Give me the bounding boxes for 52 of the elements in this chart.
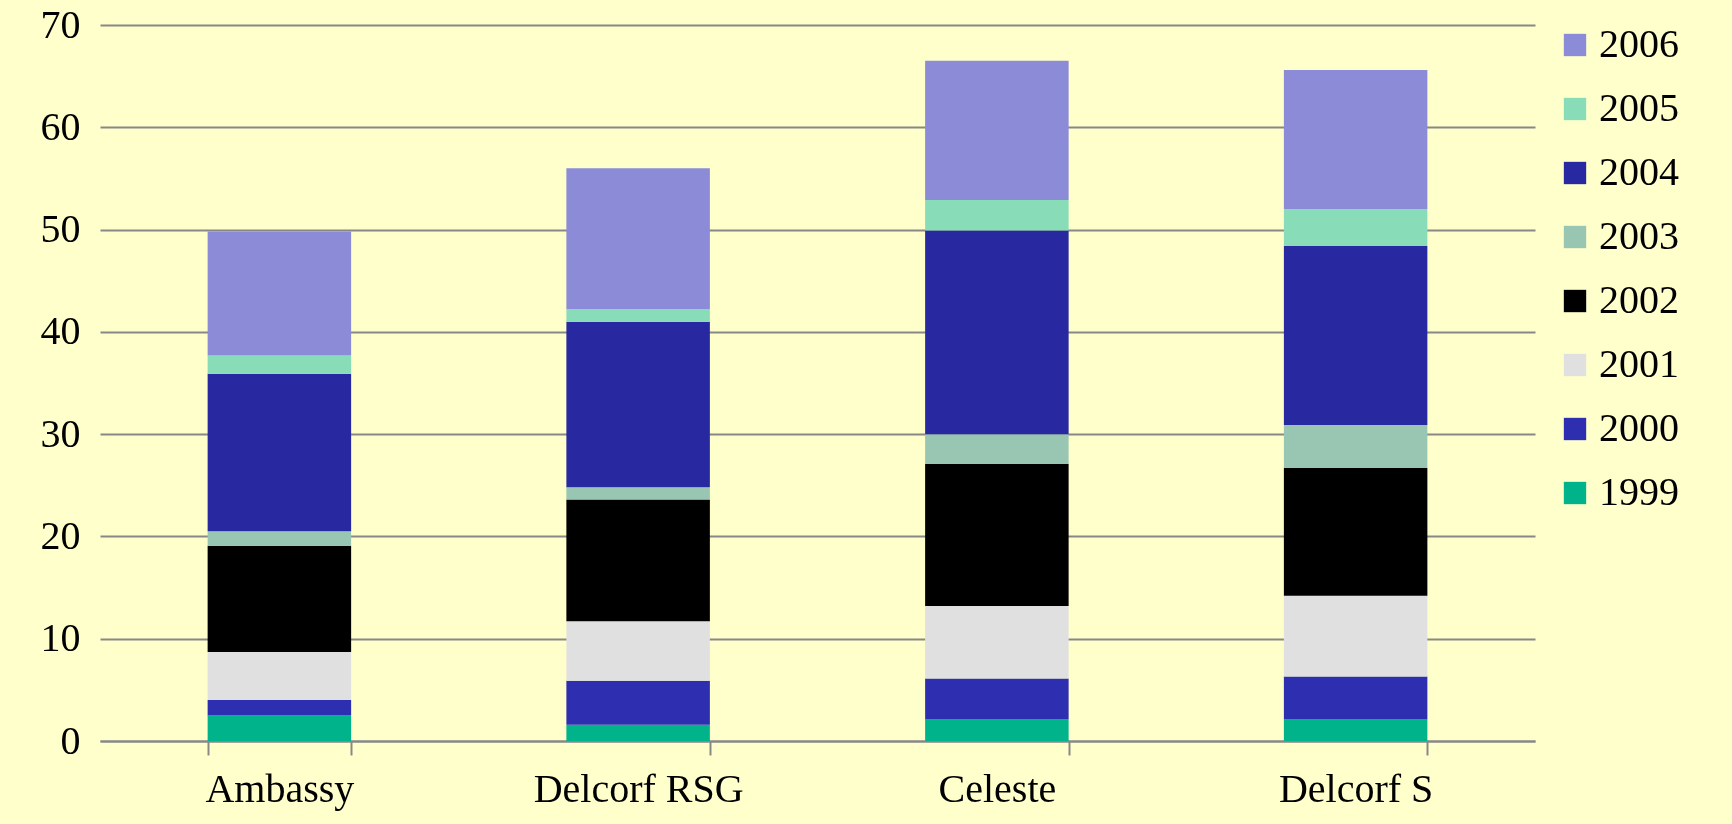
bar <box>566 621 710 681</box>
x-tick-label: Delcorf RSG <box>533 765 744 811</box>
legend-label: 2003 <box>1599 213 1679 258</box>
legend-label: 2004 <box>1599 149 1679 194</box>
bar <box>207 700 352 716</box>
legend-label: 2002 <box>1599 277 1679 322</box>
bar <box>1283 245 1428 425</box>
bar <box>925 434 1069 464</box>
legend-label: 2000 <box>1599 405 1679 450</box>
bar <box>925 60 1069 200</box>
legend-label: 2001 <box>1599 341 1679 386</box>
bar <box>207 373 352 532</box>
bar <box>207 652 352 701</box>
bar <box>207 715 352 741</box>
bar <box>925 678 1069 720</box>
y-tick-label: 60 <box>40 103 81 149</box>
x-tick-label: Delcorf S <box>1278 765 1434 811</box>
bar <box>207 231 352 356</box>
x-tick-label: Ambassy <box>205 765 355 811</box>
legend-label: 2005 <box>1599 85 1679 130</box>
legend-label: 2006 <box>1599 21 1679 66</box>
bar <box>566 680 710 725</box>
bar <box>925 463 1069 606</box>
x-tick-label: Celeste <box>938 765 1057 811</box>
y-tick-label: 40 <box>40 308 81 354</box>
y-tick-label: 20 <box>40 512 81 558</box>
bar <box>925 719 1069 741</box>
bar <box>207 531 352 546</box>
bar <box>207 545 352 653</box>
bar <box>566 499 710 622</box>
bar <box>925 199 1069 231</box>
bar <box>1283 676 1428 720</box>
bar <box>566 487 710 500</box>
bar <box>207 355 352 374</box>
y-tick-label: 30 <box>40 410 81 456</box>
bar <box>1283 424 1428 468</box>
bar <box>566 321 710 488</box>
y-tick-label: 0 <box>60 717 81 763</box>
bar <box>566 168 710 310</box>
y-tick-label: 10 <box>40 615 81 661</box>
bar <box>566 309 710 322</box>
bar <box>925 230 1069 435</box>
y-tick-label: 70 <box>40 1 81 47</box>
bar <box>1283 719 1428 741</box>
bar <box>1283 595 1428 677</box>
bar <box>1283 209 1428 246</box>
legend-label: 1999 <box>1599 469 1679 514</box>
bar <box>1283 467 1428 596</box>
y-tick-label: 50 <box>40 206 81 252</box>
bar <box>1283 70 1428 210</box>
bar <box>925 605 1069 679</box>
bar <box>566 724 710 741</box>
